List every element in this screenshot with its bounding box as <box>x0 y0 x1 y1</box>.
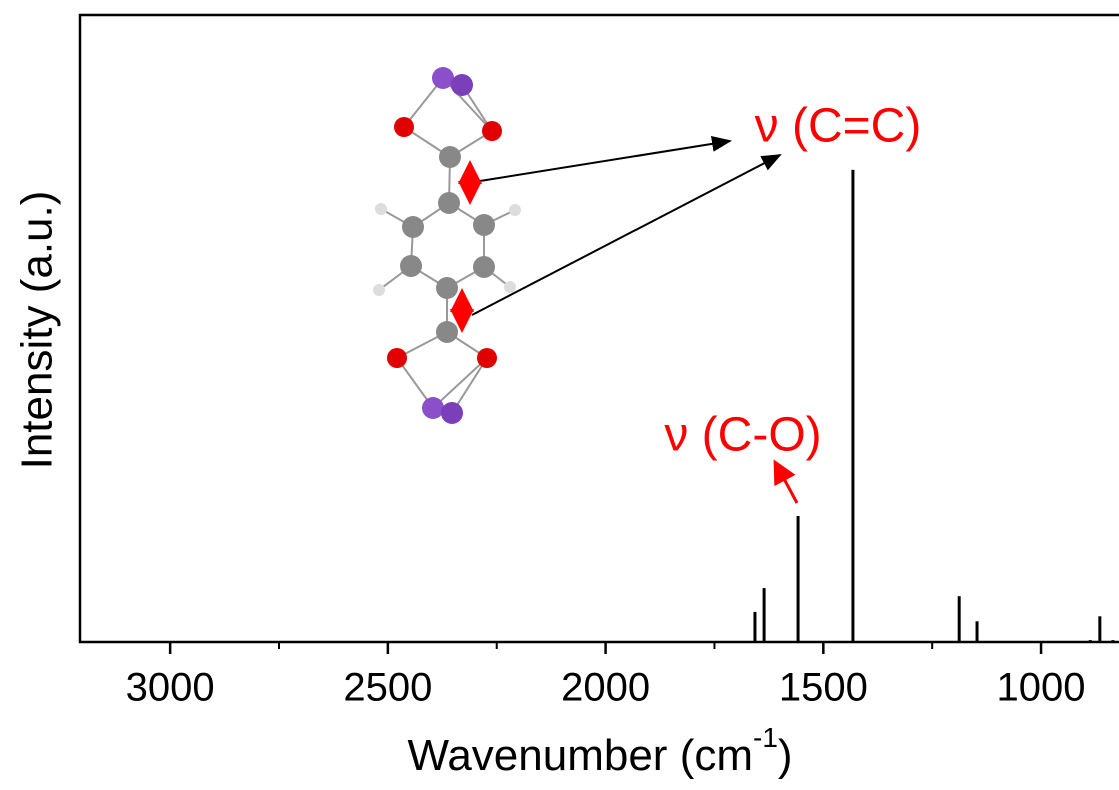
x-tick-label: 2500 <box>343 666 432 710</box>
molecule <box>373 67 521 424</box>
y-axis-title: Intensity (a.u.) <box>13 191 62 470</box>
x-axis-title-main: Wavenumber (cm <box>407 731 753 780</box>
annotation: ν (C=C) <box>755 100 922 153</box>
x-axis-title-end: ) <box>778 731 793 780</box>
x-axis-title-sup: -1 <box>753 722 778 753</box>
annotation: ν (C-O) <box>664 409 821 462</box>
chart: Intensity (a.u.) Wavenumber (cm-1) ν (C=… <box>0 0 1119 790</box>
x-tick-label: 3000 <box>126 666 215 710</box>
plot-frame <box>80 15 1119 642</box>
x-axis-title: Wavenumber (cm-1) <box>407 722 792 779</box>
x-tick-label: 1000 <box>997 666 1086 710</box>
x-tick-label: 1500 <box>779 666 868 710</box>
page: Intensity (a.u.) Wavenumber (cm-1) ν (C=… <box>0 0 1119 790</box>
x-tick-label: 2000 <box>561 666 650 710</box>
